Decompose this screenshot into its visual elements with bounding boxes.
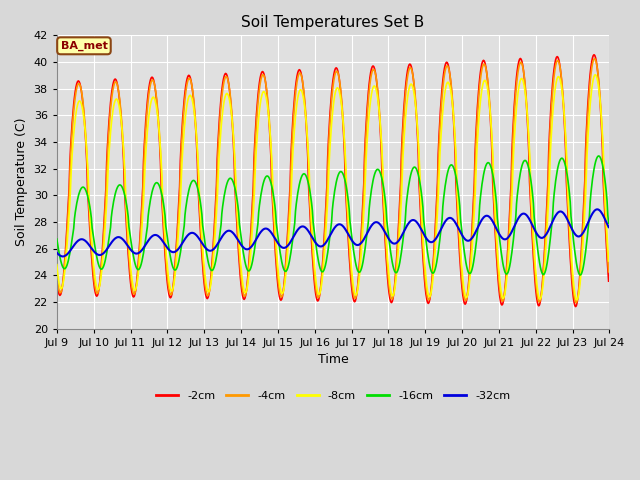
-8cm	[592, 72, 600, 78]
Legend: -2cm, -4cm, -8cm, -16cm, -32cm: -2cm, -4cm, -8cm, -16cm, -32cm	[152, 386, 515, 405]
-8cm	[573, 297, 581, 303]
-2cm	[416, 196, 424, 202]
Text: BA_met: BA_met	[61, 41, 108, 51]
-4cm	[400, 117, 408, 122]
Line: -32cm: -32cm	[57, 209, 609, 256]
-2cm	[572, 304, 579, 310]
-16cm	[63, 263, 70, 269]
-2cm	[63, 227, 70, 232]
-4cm	[573, 300, 580, 305]
-16cm	[53, 236, 61, 242]
-32cm	[417, 225, 424, 231]
-4cm	[416, 187, 424, 192]
-4cm	[120, 149, 127, 155]
Line: -8cm: -8cm	[57, 75, 609, 300]
-8cm	[63, 245, 70, 251]
-8cm	[205, 289, 212, 295]
-16cm	[205, 262, 212, 267]
-16cm	[176, 254, 184, 260]
-4cm	[53, 272, 61, 277]
Y-axis label: Soil Temperature (C): Soil Temperature (C)	[15, 118, 28, 246]
-8cm	[605, 258, 612, 264]
-8cm	[416, 169, 424, 175]
-2cm	[400, 108, 408, 113]
Title: Soil Temperatures Set B: Soil Temperatures Set B	[241, 15, 425, 30]
-2cm	[176, 184, 184, 190]
-4cm	[205, 291, 212, 297]
-4cm	[63, 233, 70, 239]
Line: -4cm: -4cm	[57, 59, 609, 302]
-32cm	[205, 248, 213, 253]
-32cm	[59, 253, 67, 259]
-2cm	[205, 292, 212, 298]
-16cm	[416, 180, 424, 185]
-8cm	[53, 262, 61, 267]
-8cm	[400, 141, 408, 146]
Line: -2cm: -2cm	[57, 55, 609, 307]
-8cm	[176, 211, 184, 217]
-4cm	[591, 56, 598, 61]
-16cm	[595, 153, 602, 159]
-8cm	[120, 147, 127, 153]
-16cm	[400, 231, 408, 237]
-32cm	[120, 238, 128, 244]
-4cm	[605, 269, 612, 275]
-16cm	[120, 188, 127, 194]
X-axis label: Time: Time	[317, 353, 348, 366]
-32cm	[605, 224, 612, 230]
-4cm	[176, 192, 184, 198]
-16cm	[577, 272, 584, 278]
-32cm	[64, 251, 72, 257]
-2cm	[590, 52, 598, 58]
-32cm	[401, 228, 408, 233]
-32cm	[53, 250, 61, 255]
-2cm	[120, 158, 127, 164]
-2cm	[605, 278, 612, 284]
-16cm	[605, 220, 612, 226]
Line: -16cm: -16cm	[57, 156, 609, 275]
-2cm	[53, 278, 61, 284]
-32cm	[177, 243, 184, 249]
-32cm	[593, 206, 601, 212]
